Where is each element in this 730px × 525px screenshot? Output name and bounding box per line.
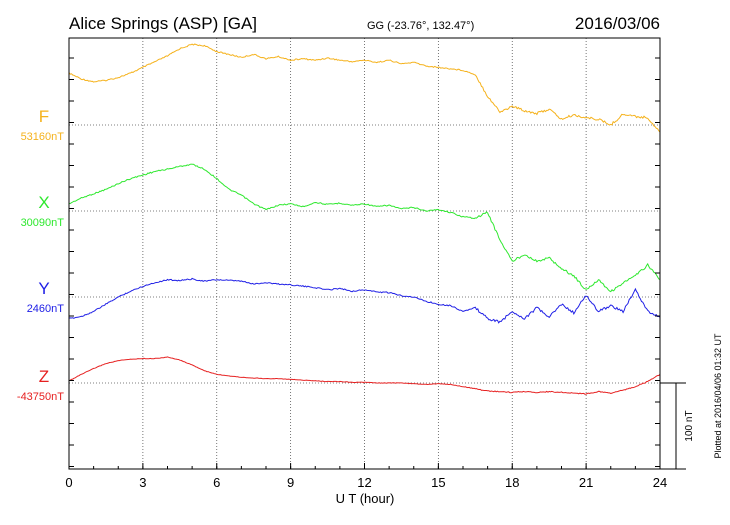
coordinates-label: GG (-23.76°, 132.47°) (367, 20, 474, 32)
x-tick-label: 15 (431, 475, 445, 490)
series-line-x (68, 163, 661, 293)
series-line-z (68, 356, 661, 395)
series-name-y: Y (38, 279, 49, 298)
series-name-f: F (39, 107, 49, 126)
scale-bar: 100 nT (660, 382, 695, 470)
plotted-timestamp: Plotted at 2016/04/06 01:32 UT (713, 333, 723, 459)
x-tick-label: 21 (579, 475, 593, 490)
baseline-value-y: 2460nT (27, 303, 65, 315)
date-label: 2016/03/06 (575, 14, 660, 33)
x-tick-label: 24 (653, 475, 667, 490)
baseline-value-f: 53160nT (21, 131, 65, 143)
x-tick-label: 12 (357, 475, 371, 490)
series-line-f (68, 43, 661, 133)
x-ticks: 0 3 6 9 12 15 18 21 24 (65, 57, 667, 490)
x-axis-label: U T (hour) (336, 491, 395, 506)
series-labels: F 53160nT X 30090nT Y 2460nT Z -43750nT (17, 107, 64, 403)
station-title: Alice Springs (ASP) [GA] (69, 14, 257, 33)
series-line-y (68, 277, 661, 324)
baseline-value-x: 30090nT (21, 217, 65, 229)
series-lines (68, 43, 661, 395)
grid (69, 38, 660, 469)
series-name-z: Z (39, 367, 49, 386)
x-tick-label: 6 (213, 475, 220, 490)
series-name-x: X (38, 193, 49, 212)
x-tick-label: 9 (287, 475, 294, 490)
x-tick-label: 18 (505, 475, 519, 490)
x-tick-label: 0 (65, 475, 72, 490)
baseline-value-z: -43750nT (17, 391, 64, 403)
x-tick-label: 3 (139, 475, 146, 490)
scale-bar-label: 100 nT (684, 410, 695, 441)
